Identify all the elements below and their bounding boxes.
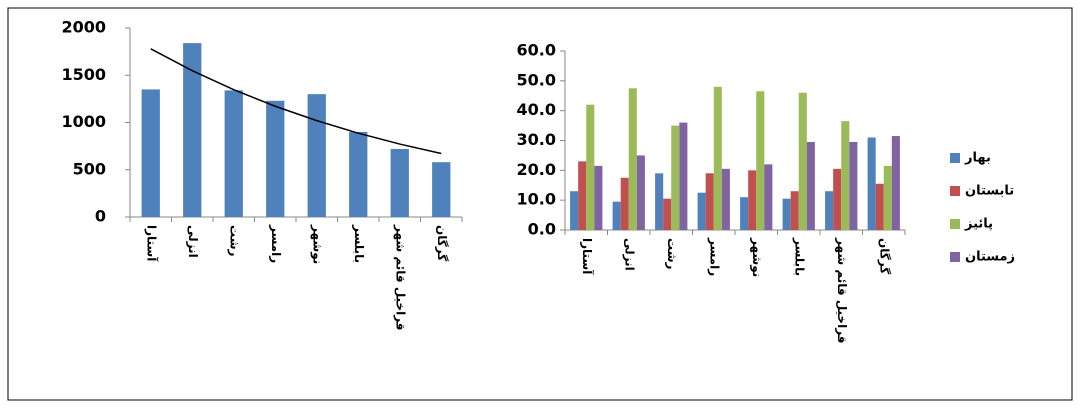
bar	[740, 197, 749, 230]
legend-label: زمستان	[965, 250, 1015, 265]
y-tick-label: 40.0	[517, 100, 556, 119]
bar	[806, 141, 815, 230]
y-tick-label: 1000	[61, 112, 106, 131]
bar	[655, 173, 664, 230]
bar	[628, 88, 637, 231]
x-tick-label: رامسر	[707, 237, 721, 276]
legend-label: تابستان	[965, 184, 1014, 199]
bar	[671, 125, 680, 230]
bar	[307, 94, 326, 217]
bar	[790, 191, 799, 230]
x-tick-label: آستارا	[144, 225, 159, 262]
x-tick-label: قراخیل قائم شهر	[393, 224, 407, 331]
legend-swatch	[950, 219, 960, 229]
x-tick-label: بابلسر	[792, 237, 806, 276]
bar	[224, 90, 243, 217]
bar	[764, 164, 773, 230]
bar	[875, 183, 884, 230]
bar	[705, 173, 714, 230]
bar	[266, 100, 285, 217]
bar	[141, 89, 160, 217]
x-tick-label: انزلی	[186, 225, 200, 258]
bar	[782, 198, 791, 230]
y-tick-label: 500	[73, 159, 106, 178]
bar	[867, 137, 876, 230]
bar	[883, 165, 892, 230]
bar	[833, 168, 842, 230]
legend-label: پائیز	[964, 217, 993, 232]
x-tick-label: رامسر	[269, 224, 283, 263]
bar	[594, 165, 603, 230]
y-tick-label: 60.0	[517, 41, 556, 60]
bar	[798, 92, 807, 231]
x-tick-label: بابلسر	[352, 224, 366, 263]
bar	[697, 192, 706, 230]
bar	[849, 141, 858, 230]
legend-swatch	[950, 186, 960, 196]
y-tick-label: 10.0	[517, 190, 556, 209]
y-tick-label: 0	[95, 207, 106, 226]
bar	[349, 131, 368, 217]
bar	[570, 191, 579, 230]
bar	[620, 177, 629, 230]
bar	[825, 191, 834, 230]
y-tick-label: 0.0	[528, 220, 556, 239]
bar	[390, 148, 409, 217]
bar	[636, 155, 645, 230]
y-tick-label: 20.0	[517, 160, 556, 179]
y-tick-label: 50.0	[517, 70, 556, 89]
bar	[891, 136, 900, 230]
x-tick-label: رشت	[227, 225, 241, 257]
bar	[663, 198, 672, 230]
bar	[679, 122, 688, 230]
bar	[612, 201, 621, 230]
y-tick-label: 30.0	[517, 130, 556, 149]
legend-swatch	[950, 252, 960, 262]
bar	[756, 91, 765, 231]
x-tick-label: گرگان	[877, 238, 891, 274]
x-tick-label: نوشهر	[309, 224, 324, 264]
x-tick-label: آستارا	[580, 238, 595, 275]
legend-label: بهار	[964, 151, 991, 166]
y-tick-label: 2000	[61, 18, 106, 37]
bar	[748, 170, 757, 230]
bar	[586, 104, 595, 230]
x-tick-label: نوشهر	[749, 237, 764, 277]
x-tick-label: رشت	[665, 238, 679, 270]
bar	[183, 43, 202, 218]
bar	[841, 121, 850, 230]
bar	[713, 86, 722, 230]
bar	[432, 162, 451, 217]
y-tick-label: 1500	[61, 65, 106, 84]
legend-swatch	[950, 153, 960, 163]
bar	[578, 161, 587, 230]
bar	[721, 168, 730, 230]
trendline	[150, 48, 442, 155]
x-tick-label: انزلی	[622, 238, 636, 271]
x-tick-label: گرگان	[435, 225, 449, 261]
x-tick-label: قراخیل قائم شهر	[835, 237, 849, 344]
